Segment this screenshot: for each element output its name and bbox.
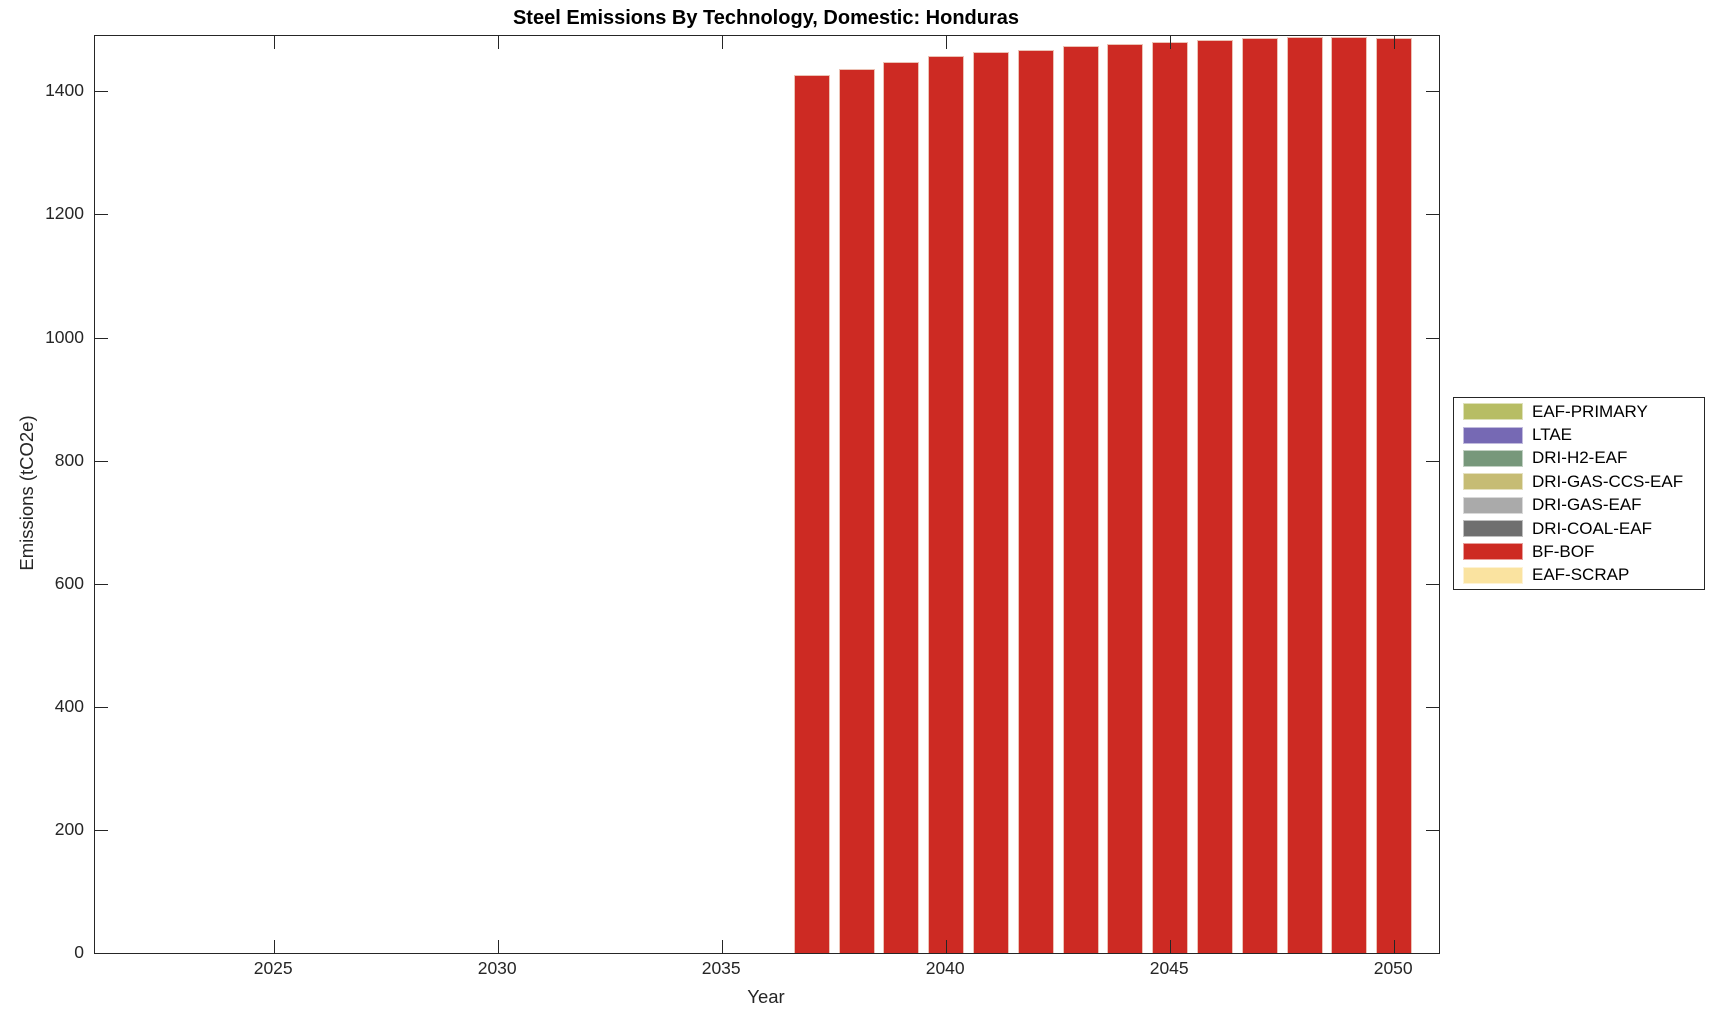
y-tick-label-400: 400 bbox=[54, 695, 84, 716]
x-tick-top-2030 bbox=[498, 36, 500, 49]
x-tick-top-2040 bbox=[946, 36, 948, 49]
y-tick-400 bbox=[95, 706, 108, 708]
x-tick-label-2035: 2035 bbox=[701, 958, 741, 978]
x-tick-2035 bbox=[722, 940, 724, 953]
y-tick-1400 bbox=[95, 91, 108, 93]
y-tick-right-1200 bbox=[1426, 214, 1439, 216]
y-tick-label-200: 200 bbox=[54, 818, 84, 839]
legend-row-bf-bof: BF-BOF bbox=[1463, 541, 1704, 563]
legend-label-bf-bof: BF-BOF bbox=[1532, 541, 1595, 561]
legend-label-dri-gas-eaf: DRI-GAS-EAF bbox=[1532, 495, 1642, 515]
y-axis-label: Emissions (tCO2e) bbox=[16, 415, 37, 571]
bar-bf-bof-2049 bbox=[1331, 37, 1368, 953]
x-tick-top-2050 bbox=[1394, 36, 1396, 49]
x-tick-2045 bbox=[1170, 940, 1172, 953]
legend-label-eaf-primary: EAF-PRIMARY bbox=[1532, 401, 1648, 421]
y-tick-label-1000: 1000 bbox=[45, 326, 84, 347]
x-tick-2040 bbox=[946, 940, 948, 953]
y-tick-label-1200: 1200 bbox=[45, 203, 84, 224]
x-tick-label-2040: 2040 bbox=[925, 958, 965, 978]
bar-bf-bof-2043 bbox=[1062, 46, 1099, 953]
x-tick-label-2045: 2045 bbox=[1149, 958, 1189, 978]
x-tick-top-2045 bbox=[1170, 36, 1172, 49]
y-tick-right-1400 bbox=[1426, 91, 1439, 93]
bar-bf-bof-2044 bbox=[1107, 44, 1144, 953]
chart-title: Steel Emissions By Technology, Domestic:… bbox=[512, 7, 1020, 29]
legend-row-dri-gas-ccs-eaf: DRI-GAS-CCS-EAF bbox=[1463, 471, 1704, 493]
y-tick-right-0 bbox=[1426, 953, 1439, 954]
plot-area bbox=[94, 35, 1440, 954]
legend-label-dri-gas-ccs-eaf: DRI-GAS-CCS-EAF bbox=[1532, 471, 1684, 491]
y-tick-0 bbox=[95, 953, 108, 954]
x-axis-label: Year bbox=[747, 986, 785, 1007]
bar-bf-bof-2045 bbox=[1152, 41, 1189, 953]
legend-swatch-dri-coal-eaf bbox=[1463, 520, 1523, 538]
bar-bf-bof-2042 bbox=[1017, 49, 1054, 953]
x-tick-2030 bbox=[498, 940, 500, 953]
bar-bf-bof-2041 bbox=[973, 52, 1009, 953]
y-tick-1200 bbox=[95, 214, 108, 216]
ticks-layer bbox=[95, 36, 1439, 954]
legend-label-dri-h2-eaf: DRI-H2-EAF bbox=[1532, 448, 1628, 468]
x-tick-top-2025 bbox=[274, 36, 276, 49]
x-tick-label-2025: 2025 bbox=[253, 958, 293, 978]
y-tick-1000 bbox=[95, 337, 108, 339]
bar-bf-bof-2047 bbox=[1241, 37, 1278, 953]
legend-row-dri-coal-eaf: DRI-COAL-EAF bbox=[1463, 518, 1704, 540]
legend-swatch-eaf-scrap bbox=[1463, 566, 1523, 584]
legend-swatch-dri-h2-eaf bbox=[1463, 449, 1523, 467]
y-tick-right-1000 bbox=[1426, 337, 1439, 339]
x-tick-top-2035 bbox=[722, 36, 724, 49]
y-tick-200 bbox=[95, 829, 108, 831]
legend-swatch-dri-gas-ccs-eaf bbox=[1463, 473, 1523, 491]
bar-bf-bof-2037 bbox=[793, 74, 830, 953]
legend-swatch-eaf-primary bbox=[1463, 403, 1523, 421]
y-tick-label-800: 800 bbox=[54, 449, 84, 470]
legend-label-eaf-scrap: EAF-SCRAP bbox=[1532, 565, 1630, 585]
y-tick-800 bbox=[95, 460, 108, 462]
legend-swatch-bf-bof bbox=[1463, 543, 1523, 561]
bar-bf-bof-2048 bbox=[1286, 37, 1323, 953]
bar-bf-bof-2040 bbox=[928, 55, 965, 953]
y-tick-right-200 bbox=[1426, 829, 1439, 831]
legend-label-dri-coal-eaf: DRI-COAL-EAF bbox=[1532, 518, 1652, 538]
legend-row-dri-h2-eaf: DRI-H2-EAF bbox=[1463, 447, 1704, 469]
y-tick-right-400 bbox=[1426, 706, 1439, 708]
y-tick-right-800 bbox=[1426, 460, 1439, 462]
x-tick-label-2030: 2030 bbox=[477, 958, 517, 978]
y-tick-label-1400: 1400 bbox=[45, 80, 84, 101]
bars-layer bbox=[95, 36, 1439, 953]
legend-row-dri-gas-eaf: DRI-GAS-EAF bbox=[1463, 494, 1704, 516]
bar-bf-bof-2046 bbox=[1197, 39, 1233, 953]
legend: EAF-PRIMARY LTAE DRI-H2-EAF DRI-GAS-CCS-EAF… bbox=[1453, 397, 1705, 590]
y-tick-label-600: 600 bbox=[54, 572, 84, 593]
legend-row-ltae: LTAE bbox=[1463, 424, 1704, 446]
bar-bf-bof-2038 bbox=[838, 68, 875, 953]
y-tick-label-0: 0 bbox=[74, 942, 84, 962]
bar-bf-bof-2039 bbox=[883, 62, 920, 953]
x-tick-2050 bbox=[1394, 940, 1396, 953]
legend-row-eaf-primary: EAF-PRIMARY bbox=[1463, 401, 1704, 423]
x-tick-label-2050: 2050 bbox=[1373, 958, 1413, 978]
y-tick-600 bbox=[95, 583, 108, 585]
bar-bf-bof-2050 bbox=[1376, 37, 1413, 953]
legend-row-eaf-scrap: EAF-SCRAP bbox=[1463, 564, 1704, 586]
legend-label-ltae: LTAE bbox=[1532, 425, 1572, 445]
legend-swatch-ltae bbox=[1463, 426, 1523, 444]
y-tick-right-600 bbox=[1426, 583, 1439, 585]
legend-swatch-dri-gas-eaf bbox=[1463, 496, 1523, 514]
x-tick-2025 bbox=[274, 940, 276, 953]
